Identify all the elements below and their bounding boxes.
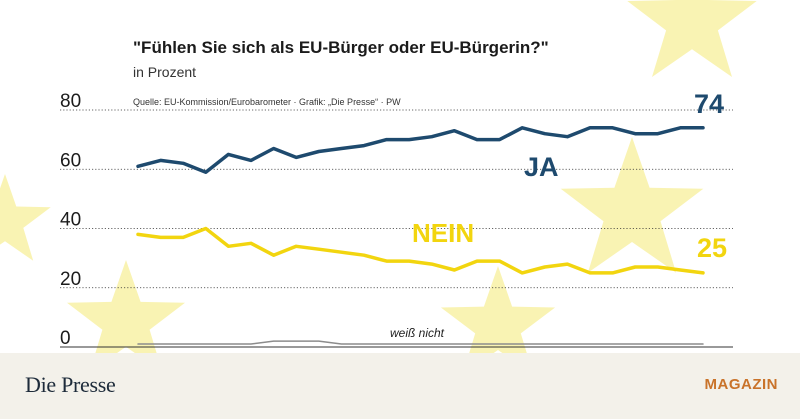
- y-tick-label: 20: [60, 269, 81, 290]
- series-line-ja: [136, 126, 705, 174]
- series-label-nein: NEIN: [412, 218, 474, 248]
- end-label-nein: 25: [697, 233, 727, 263]
- chart-source: Quelle: EU-Kommission/Eurobarometer · Gr…: [133, 97, 401, 107]
- y-tick-label: 60: [60, 150, 81, 171]
- chart-subtitle: in Prozent: [133, 64, 197, 80]
- eu-stars-background: [0, 0, 757, 375]
- series-line-nein: [136, 226, 705, 275]
- chart-title: "Fühlen Sie sich als EU-Bürger oder EU-B…: [133, 38, 549, 57]
- y-tick-label: 40: [60, 210, 81, 231]
- y-tick-label: 80: [60, 91, 81, 112]
- section-label[interactable]: MAGAZIN: [704, 376, 778, 393]
- star-icon: [627, 0, 757, 77]
- star-icon: [67, 260, 185, 373]
- y-tick-label: 0: [60, 328, 71, 349]
- gridlines: [60, 109, 733, 348]
- series-labels: JA 74 NEIN 25 weiß nicht: [390, 89, 727, 340]
- series-label-ja: JA: [524, 152, 559, 182]
- y-axis-ticks: 0 20 40 60 80: [60, 91, 81, 349]
- star-icon: [560, 137, 704, 273]
- series-label-weiss-nicht: weiß nicht: [390, 326, 445, 340]
- footer-bar: [0, 353, 800, 419]
- end-label-ja: 74: [694, 89, 724, 119]
- series-line-weiß-nicht: [137, 340, 704, 345]
- star-icon: [0, 174, 51, 261]
- series-lines: [136, 126, 705, 345]
- star-icon: [440, 266, 556, 375]
- brand-logo[interactable]: Die Presse: [25, 372, 116, 397]
